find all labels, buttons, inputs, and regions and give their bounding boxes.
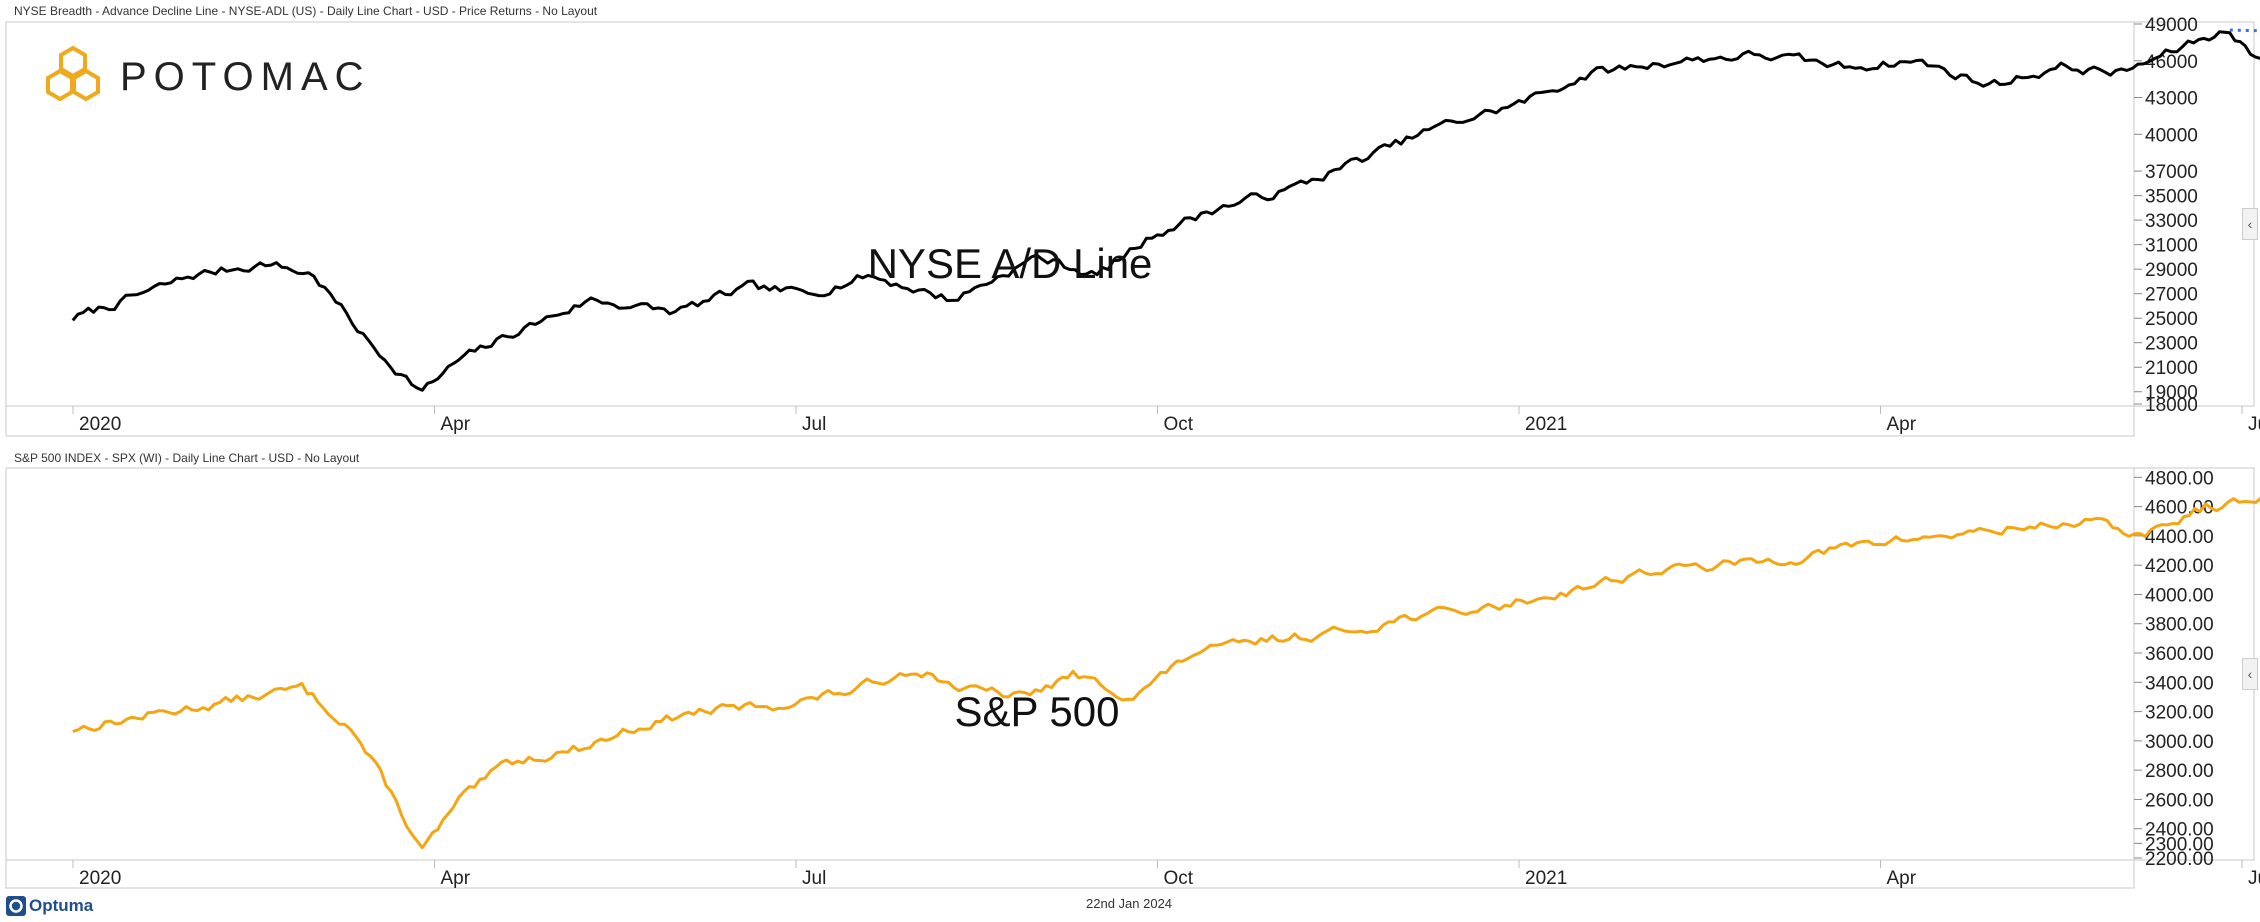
ad-y-label: 18000 [2145, 395, 2198, 416]
spx-y-label: 3200.00 [2145, 703, 2214, 724]
collapse-top-panel-button[interactable]: ‹ [2242, 208, 2258, 240]
ad-y-label: 21000 [2145, 358, 2198, 379]
ad-x-label: 2020 [79, 414, 121, 435]
spx-x-label: Jul [2248, 868, 2260, 889]
logo-text: POTOMAC [120, 54, 371, 99]
ad-x-axis: 2020AprJulOct2021AprJulOct2022AprJulOct2… [72, 406, 2260, 435]
spx-y-axis: 4800.00 4600.00 4400.00 4200.00 4000.00 3800.… [2134, 468, 2214, 870]
ad-y-label: 43000 [2145, 89, 2198, 110]
spx-x-label: Apr [1887, 868, 1917, 889]
spx-y-label: 4800.00 [2145, 468, 2214, 489]
ad-y-label: 25000 [2145, 309, 2198, 330]
ad-x-label: Apr [1887, 414, 1917, 435]
spx-x-label: 2020 [79, 868, 121, 889]
spx-x-label: Jul [802, 868, 826, 889]
spx-series-line [72, 497, 2260, 850]
spx-y-label: 2800.00 [2145, 761, 2214, 782]
spx-y-label: 2600.00 [2145, 790, 2214, 811]
ad-y-axis: 49000 46000 43000 40000 37000 35000 33000 31000… [2134, 15, 2198, 416]
spx-y-label: 2200.00 [2145, 849, 2214, 870]
spx-y-label: 4000.00 [2145, 585, 2214, 606]
spx-x-label: Oct [1164, 868, 1194, 889]
potomac-logo-icon [46, 45, 100, 102]
chevron-left-icon: ‹ [2247, 666, 2253, 682]
ad-chart-title: NYSE A/D Line [868, 240, 1153, 287]
collapse-bottom-panel-button[interactable]: ‹ [2242, 658, 2258, 690]
spx-y-label: 4400.00 [2145, 527, 2214, 548]
ad-y-label: 33000 [2145, 211, 2198, 232]
spx-panel-frame [5, 467, 2135, 889]
spx-x-label: Apr [441, 868, 471, 889]
ad-y-label: 31000 [2145, 236, 2198, 257]
ad-y-label: 19000 [2145, 383, 2198, 404]
optuma-brand: Optuma [6, 896, 93, 916]
ad-y-label: 27000 [2145, 285, 2198, 306]
spx-chart-title: S&P 500 [954, 688, 1119, 735]
ad-y-label: 23000 [2145, 334, 2198, 355]
chevron-left-icon: ‹ [2247, 216, 2253, 232]
ad-x-label: Jul [802, 414, 826, 435]
ad-y-label: 49000 [2145, 15, 2198, 36]
spx-y-label: 2400.00 [2145, 820, 2214, 841]
spx-y-label: 2300.00 [2145, 834, 2214, 855]
ad-y-label: 37000 [2145, 162, 2198, 183]
ad-y-label: 40000 [2145, 125, 2198, 146]
bottom-panel-title: S&P 500 INDEX - SPX (WI) - Daily Line Ch… [14, 451, 360, 465]
ad-x-label: Jul [2248, 414, 2260, 435]
ad-y-label: 29000 [2145, 260, 2198, 281]
spx-y-label: 3600.00 [2145, 644, 2214, 665]
spx-y-label: 3000.00 [2145, 732, 2214, 753]
ad-x-label: Apr [441, 414, 471, 435]
spx-y-label: 4600.00 [2145, 498, 2214, 519]
optuma-brand-text: Optuma [29, 896, 94, 915]
ad-y-label: 35000 [2145, 187, 2198, 208]
ad-x-label: 2021 [1525, 414, 1567, 435]
potomac-logo: POTOMAC [40, 44, 371, 110]
spx-x-label: 2021 [1525, 868, 1567, 889]
ad-y-label: 46000 [2145, 52, 2198, 73]
top-panel-title: NYSE Breadth - Advance Decline Line - NY… [14, 4, 598, 18]
spx-y-label: 3400.00 [2145, 673, 2214, 694]
footer-date: 22nd Jan 2024 [1086, 896, 1173, 911]
spx-y-label: 3800.00 [2145, 615, 2214, 636]
optuma-icon [6, 896, 26, 916]
ad-series-line [71, 30, 2260, 392]
spx-y-label: 4200.00 [2145, 556, 2214, 577]
spx-x-axis: 2020AprJulOct2021AprJulOct2022AprJulOct2… [72, 860, 2260, 889]
ad-x-label: Oct [1164, 414, 1194, 435]
